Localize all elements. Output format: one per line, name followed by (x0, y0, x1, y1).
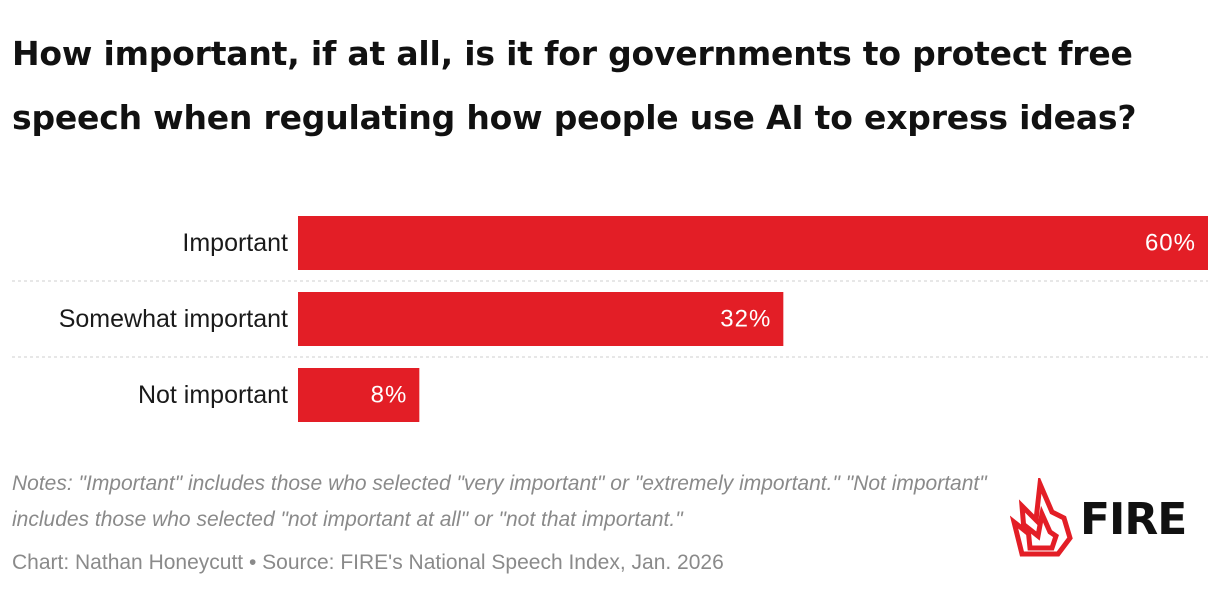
fire-logo: FIRE (1009, 474, 1215, 560)
value-label-important: 60% (1145, 230, 1196, 257)
category-label-important: Important (182, 229, 288, 257)
flame-icon (1009, 474, 1073, 557)
chart-credit: Chart: Nathan Honeycutt • Source: FIRE's… (12, 551, 724, 574)
bar-not-important (298, 368, 420, 422)
category-label-not-important: Not important (138, 381, 288, 409)
chart-title: How important, if at all, is it for gove… (12, 34, 1137, 137)
chart-notes: Notes: "Important" includes those who se… (12, 472, 987, 531)
logo-text: FIRE (1080, 494, 1187, 545)
bar-somewhat-important (298, 292, 784, 346)
bars-layer: Important 60% Somewhat important 32% Not imp… (12, 216, 1208, 422)
value-label-not-important: 8% (371, 382, 408, 409)
bar-important (298, 216, 1208, 270)
value-label-somewhat-important: 32% (720, 306, 771, 333)
category-label-somewhat-important: Somewhat important (59, 305, 288, 333)
